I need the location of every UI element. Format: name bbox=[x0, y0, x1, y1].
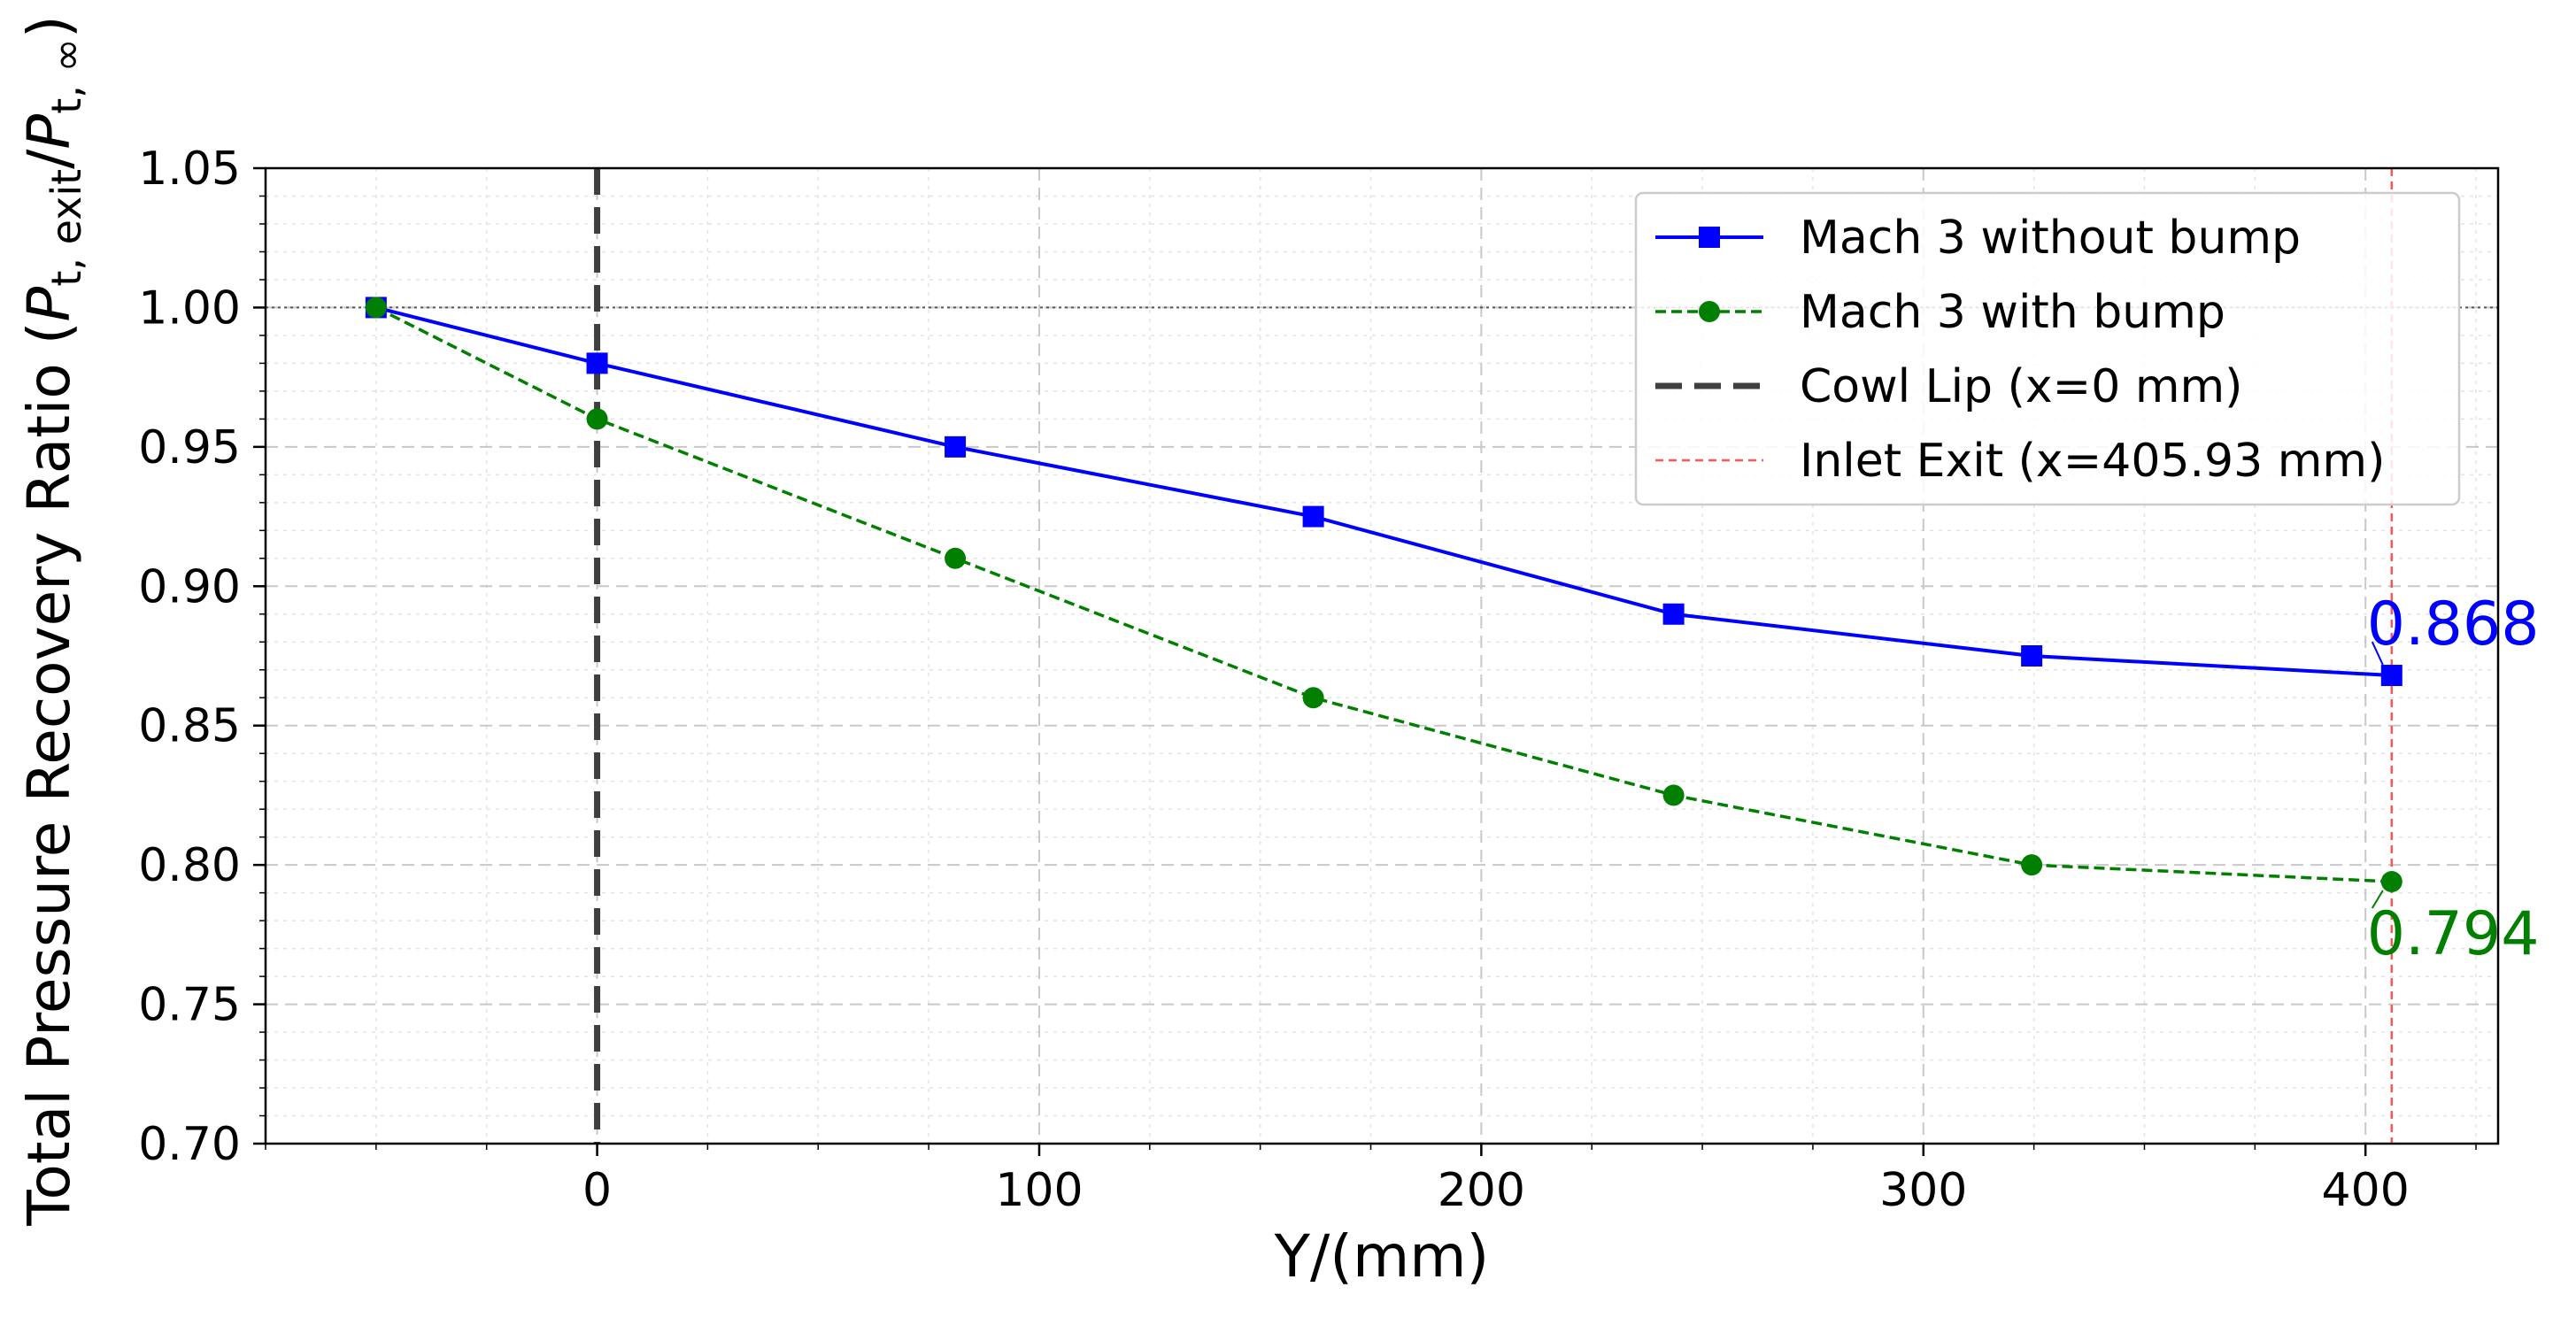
series-marker-with-bump bbox=[1302, 687, 1324, 709]
y-axis-label-close: ) bbox=[15, 15, 83, 38]
x-axis-label: Y/(mm) bbox=[1274, 1222, 1490, 1291]
ticks-layer: 0 100 200 300 400 0.70 0.75 0.80 0.85 0.90 0.95 1.0… bbox=[138, 143, 2477, 1217]
y-tick-label: 0.80 bbox=[138, 839, 241, 892]
x-tick-label: 200 bbox=[1438, 1164, 1525, 1217]
legend-label-without-bump: Mach 3 without bump bbox=[1800, 212, 2301, 265]
series-marker-with-bump bbox=[365, 297, 387, 319]
y-axis-label-slash: / bbox=[15, 149, 83, 169]
annotation-0794: 0.794 bbox=[2367, 899, 2540, 969]
x-tick-label: 100 bbox=[995, 1164, 1083, 1217]
legend: Mach 3 without bump Mach 3 with bump Cowl … bbox=[1634, 191, 2461, 506]
series-marker-without-bump bbox=[1662, 603, 1685, 625]
y-axis-label: Total Pressure Recovery Ratio (Pt, exit/… bbox=[15, 15, 90, 1226]
y-axis-label-num-sub: t, exit bbox=[42, 169, 90, 287]
series-marker-with-bump bbox=[2021, 854, 2043, 876]
annotation-leader-0794 bbox=[2371, 890, 2384, 909]
y-tick-label: 0.90 bbox=[138, 560, 241, 613]
y-axis-label-main: Total Pressure Recovery Ratio ( bbox=[15, 321, 83, 1226]
y-tick-label: 0.95 bbox=[138, 421, 241, 474]
legend-label-with-bump: Mach 3 with bump bbox=[1800, 286, 2225, 339]
series-marker-without-bump bbox=[2021, 645, 2043, 667]
y-tick-label: 0.70 bbox=[138, 1118, 241, 1171]
series-marker-with-bump bbox=[945, 547, 967, 569]
y-tick-label: 0.85 bbox=[138, 700, 241, 753]
legend-label-cowl-lip: Cowl Lip (x=0 mm) bbox=[1800, 360, 2242, 413]
y-tick-label: 0.75 bbox=[138, 979, 241, 1032]
legend-items: Mach 3 without bump Mach 3 with bump Cowl … bbox=[1655, 212, 2385, 488]
series-marker-without-bump bbox=[1302, 505, 1324, 528]
series-marker-without-bump bbox=[2380, 665, 2402, 687]
y-axis-label-den-base: P bbox=[15, 114, 83, 150]
series-marker-without-bump bbox=[945, 435, 967, 458]
x-tick-label: 400 bbox=[2322, 1164, 2410, 1217]
series-marker-with-bump bbox=[586, 408, 608, 430]
series-layer bbox=[365, 297, 2402, 893]
x-tick-label: 300 bbox=[1879, 1164, 1967, 1217]
series-marker-with-bump bbox=[2380, 871, 2402, 893]
legend-marker-with-bump bbox=[1699, 301, 1720, 322]
legend-marker-without-bump bbox=[1699, 227, 1720, 248]
annotation-leader-0868 bbox=[2371, 641, 2384, 666]
plot-frame bbox=[264, 166, 2500, 1145]
series-marker-without-bump bbox=[586, 352, 608, 374]
y-axis-label-den-sub: t, ∞ bbox=[42, 38, 90, 114]
legend-label-inlet-exit: Inlet Exit (x=405.93 mm) bbox=[1800, 435, 2385, 488]
x-tick-label: 0 bbox=[582, 1164, 612, 1217]
y-axis-label-num-base: P bbox=[15, 286, 83, 321]
series-marker-with-bump bbox=[1662, 784, 1685, 806]
legend-box bbox=[1634, 191, 2461, 506]
y-tick-label: 1.05 bbox=[138, 143, 241, 196]
y-tick-label: 1.00 bbox=[138, 281, 241, 335]
annotations-layer: 0.868 0.794 bbox=[2367, 590, 2540, 969]
annotation-0868: 0.868 bbox=[2367, 590, 2540, 659]
